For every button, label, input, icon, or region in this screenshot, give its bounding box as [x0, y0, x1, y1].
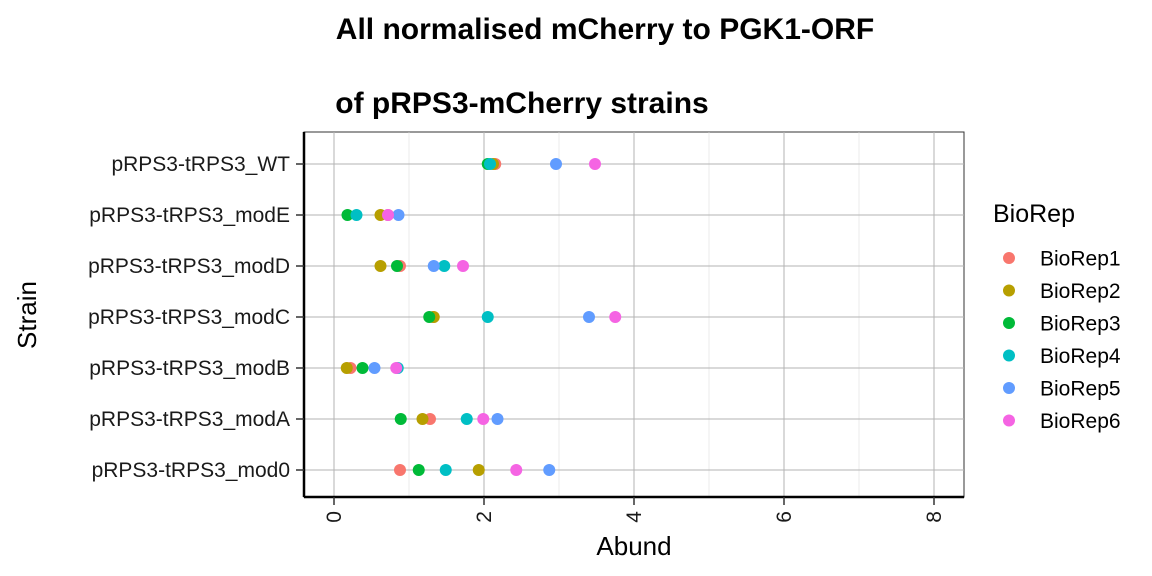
x-tick-label: 8 [923, 511, 946, 523]
data-point [477, 413, 490, 425]
data-point [390, 362, 403, 374]
y-tick-label: pRPS3-tRPS3_modE [89, 204, 290, 227]
data-point [457, 260, 469, 272]
x-tick-label: 6 [773, 511, 796, 523]
chart-title-line-1: All normalised mCherry to PGK1-ORF [336, 13, 874, 46]
legend-label: BioRep2 [1040, 280, 1121, 303]
data-point [391, 260, 403, 272]
data-point [609, 311, 622, 323]
chart-title-line-2: of pRPS3-mCherry strains [335, 87, 708, 120]
legend-label: BioRep6 [1040, 410, 1121, 433]
x-tick-label: 4 [623, 511, 646, 523]
legend-title: BioRep [993, 200, 1075, 228]
data-point [374, 260, 387, 272]
data-point [491, 413, 504, 425]
data-point [439, 464, 452, 476]
y-axis-title: Strain [12, 281, 42, 349]
data-point [438, 260, 451, 272]
y-axis-ticks: pRPS3-tRPS3_WT pRPS3-tRPS3_modE pRPS3-tRPS… [88, 153, 304, 482]
data-point [484, 158, 496, 170]
data-point [412, 464, 425, 476]
data-point [356, 362, 369, 374]
legend-swatch [1003, 284, 1015, 297]
data-point [472, 464, 485, 476]
data-point [543, 464, 556, 476]
data-point [583, 311, 595, 323]
x-axis-title: Abund [596, 531, 671, 561]
data-point [392, 209, 405, 221]
legend: BioRep1 BioRep2 BioRep3 BioRep4 BioRep5 BioRe… [1003, 248, 1121, 433]
y-tick-label: pRPS3-tRPS3_modA [89, 408, 290, 431]
legend-swatch [1003, 382, 1015, 394]
data-point [350, 209, 363, 221]
data-point [416, 413, 429, 425]
y-tick-label: pRPS3-tRPS3_modC [88, 306, 290, 329]
y-tick-label: pRPS3-tRPS3_modD [88, 255, 290, 278]
legend-swatch [1003, 349, 1015, 362]
data-point [368, 362, 381, 374]
data-points [340, 158, 622, 476]
data-point [423, 311, 436, 323]
legend-swatch [1003, 252, 1015, 264]
data-point [550, 158, 562, 170]
data-point [394, 413, 407, 425]
grid-lines [304, 132, 964, 497]
data-point [341, 209, 354, 221]
data-point [382, 209, 394, 221]
data-point [589, 158, 601, 170]
data-point [340, 362, 353, 374]
y-tick-label: pRPS3-tRPS3_WT [111, 153, 290, 176]
x-tick-label: 2 [473, 511, 496, 523]
legend-label: BioRep5 [1040, 378, 1121, 401]
legend-swatch [1003, 414, 1015, 427]
data-point [427, 260, 440, 272]
data-point [481, 311, 494, 323]
data-point [394, 464, 406, 476]
legend-swatch [1003, 317, 1015, 329]
data-point [510, 464, 523, 476]
legend-label: BioRep3 [1040, 313, 1121, 336]
legend-label: BioRep4 [1040, 345, 1121, 368]
legend-label: BioRep1 [1040, 248, 1121, 271]
x-tick-label: 0 [323, 511, 346, 523]
data-point [460, 413, 473, 425]
y-tick-label: pRPS3-tRPS3_mod0 [92, 459, 290, 482]
x-axis-ticks: 0 2 4 6 8 [323, 497, 946, 523]
y-tick-label: pRPS3-tRPS3_modB [89, 357, 290, 380]
